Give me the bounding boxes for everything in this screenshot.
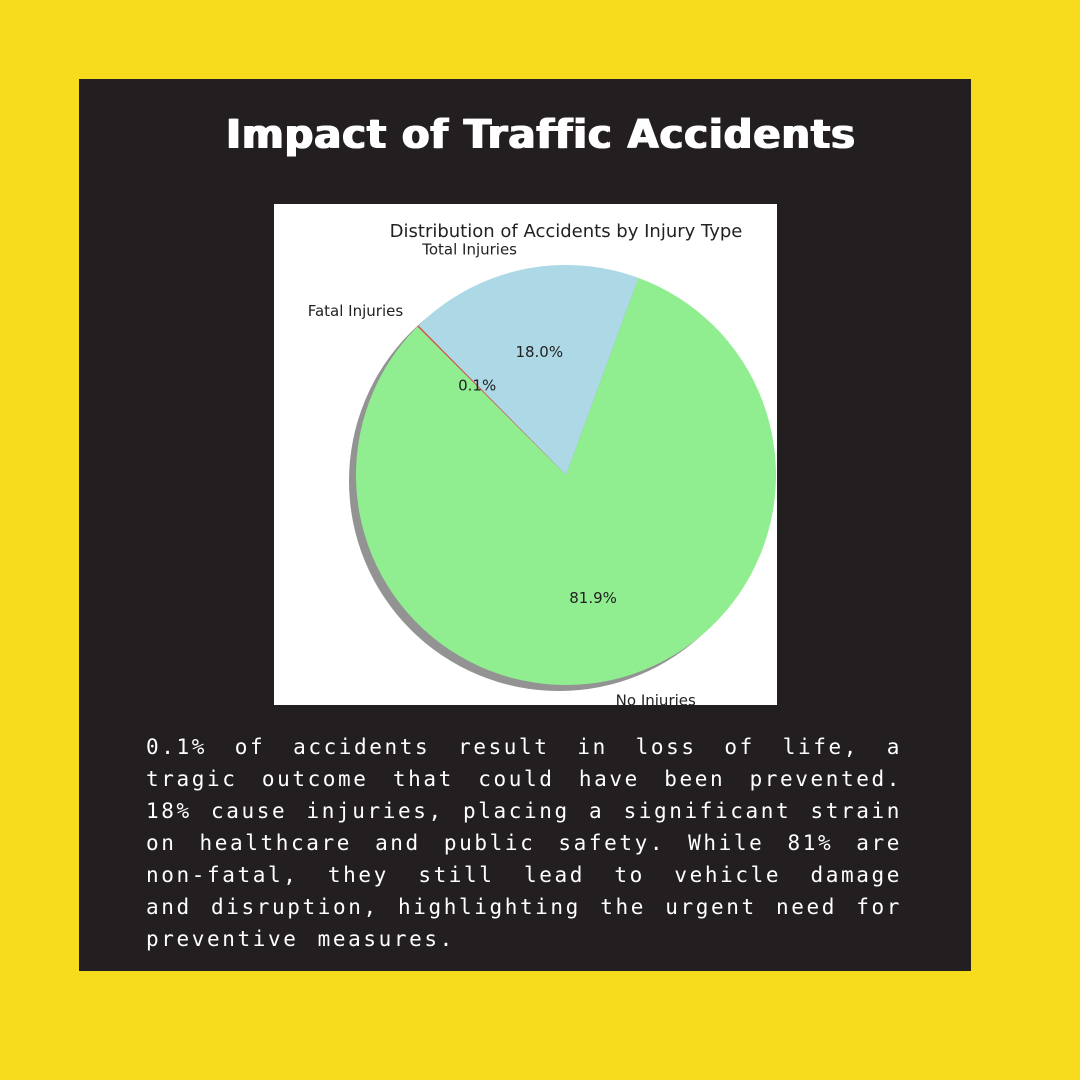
page-title: Impact of Traffic Accidents [225,112,855,158]
pie-label-total-injuries: Total Injuries [421,240,517,258]
pie-chart: Distribution of Accidents by Injury Type… [274,204,777,705]
pie-slice-fatal-injuries [417,325,566,475]
chart-title: Distribution of Accidents by Injury Type [390,221,743,242]
pie-slice-total-injuries [418,265,639,475]
pie-percent-fatal-injuries: 0.1% [458,377,496,395]
pie-slices [356,265,776,685]
pie-label-fatal-injuries: Fatal Injuries [308,302,404,320]
pie-slice-no-injuries [356,277,776,685]
pie-percent-total-injuries: 18.0% [515,343,563,361]
pie-labels: No Injuries 81.9% Total Injuries 18.0% Fatal… [308,240,696,705]
description-text: 0.1% of accidents result in loss of life… [146,735,902,951]
pie-chart-svg: Distribution of Accidents by Injury Type… [308,221,776,705]
pie-percent-no-injuries: 81.9% [569,589,617,607]
pie-label-no-injuries: No Injuries [616,692,696,705]
